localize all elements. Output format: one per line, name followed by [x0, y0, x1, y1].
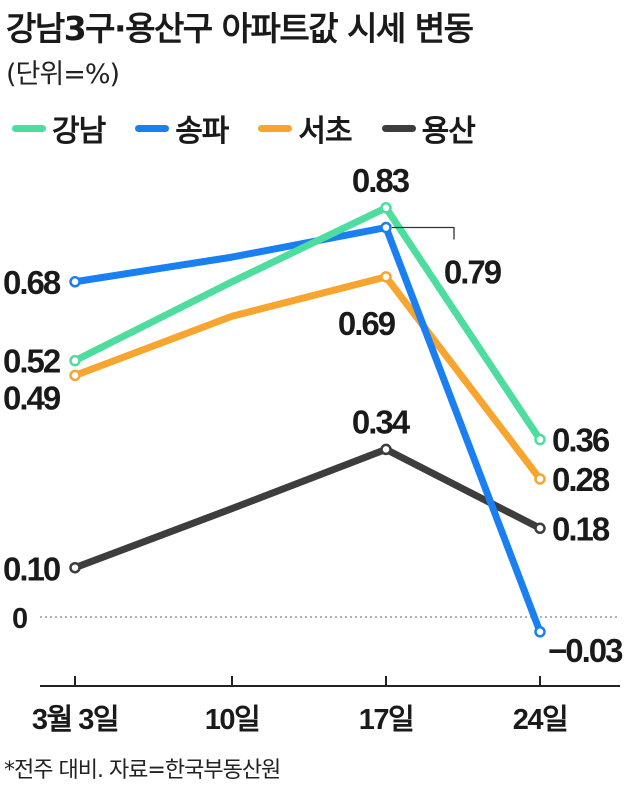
data-label-seocho: 0.28 [552, 461, 610, 498]
data-label-songpa: 0.79 [444, 254, 502, 291]
data-label-gangnam: 0.83 [352, 162, 410, 199]
series-line-yongsan [71, 445, 544, 572]
legend-item-yongsan: 용산 [381, 106, 476, 150]
legend-swatch-yongsan [381, 124, 416, 132]
data-label-yongsan: 0.34 [352, 403, 411, 440]
point-yongsan [380, 443, 392, 456]
zero-tick-label: 0 [12, 603, 27, 635]
chart-title: 강남3구·용산구 아파트값 시세 변동 [6, 9, 474, 48]
point-songpa [69, 276, 81, 288]
data-label-songpa: −0.03 [548, 632, 623, 669]
legend-label-yongsan: 용산 [421, 114, 476, 149]
legend-item-gangnam: 강남 [12, 106, 106, 150]
x-tick-label: 17일 [359, 703, 413, 736]
data-label-yongsan: 0.18 [552, 510, 610, 547]
point-yongsan [534, 522, 546, 535]
leader-line-songpa [392, 226, 455, 240]
point-seocho [534, 473, 546, 485]
data-label-gangnam: 0.36 [552, 422, 610, 459]
point-gangnam [534, 433, 546, 446]
data-label-seocho: 0.49 [3, 379, 61, 416]
series-line-seocho [71, 273, 544, 483]
x-tick-label: 24일 [513, 703, 567, 736]
point-seocho [69, 369, 81, 382]
x-tick-label: 3월 3일 [32, 703, 118, 736]
source-footnote: *전주 대비. 자료=한국부동산원 [4, 758, 281, 783]
point-gangnam [69, 354, 81, 367]
point-seocho [380, 271, 392, 283]
point-songpa [534, 626, 546, 638]
point-songpa [380, 221, 392, 234]
data-label-gangnam: 0.52 [3, 343, 61, 380]
point-gangnam [380, 202, 392, 214]
legend-label-seocho: 서초 [298, 114, 352, 149]
point-yongsan [69, 561, 81, 574]
data-label-seocho: 0.69 [338, 305, 396, 342]
legend-swatch-gangnam [12, 124, 46, 132]
legend-swatch-seocho [258, 124, 293, 132]
x-tick-label: 10일 [205, 703, 259, 736]
chart-unit: (단위=%) [6, 59, 120, 90]
legend-item-seocho: 서초 [258, 106, 353, 150]
legend-label-gangnam: 강남 [52, 114, 106, 149]
data-label-yongsan: 0.10 [3, 551, 60, 588]
legend-label-songpa: 송파 [175, 114, 229, 149]
series-line-gangnam [71, 204, 544, 444]
legend-item-songpa: 송파 [135, 106, 229, 150]
data-label-songpa: 0.68 [3, 264, 61, 301]
legend: 강남 송파 서초 용산 [12, 106, 505, 150]
legend-swatch-songpa [135, 124, 170, 132]
